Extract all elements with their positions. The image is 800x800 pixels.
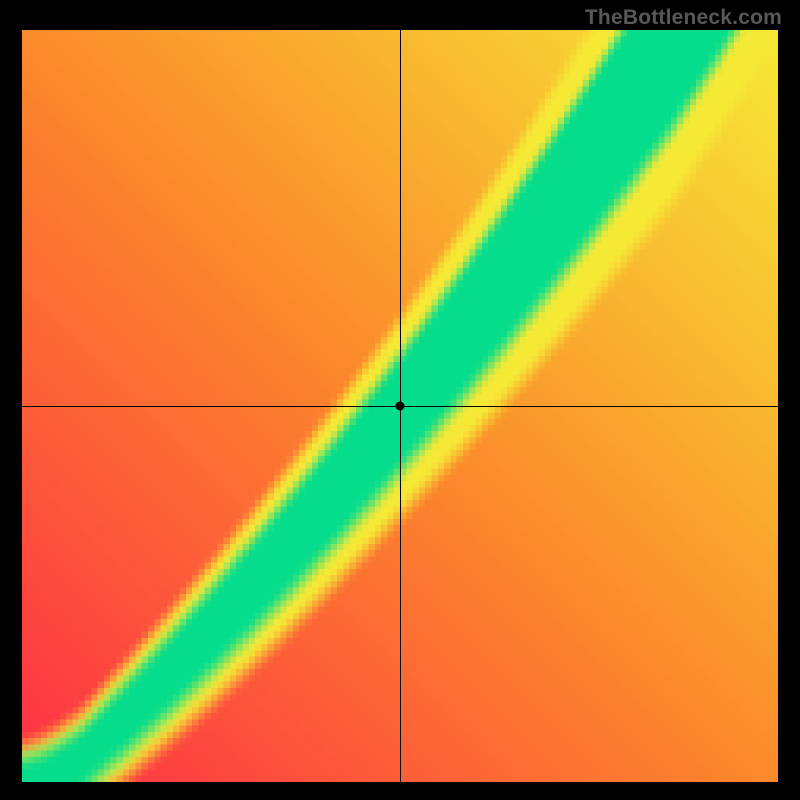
chart-frame: { "watermark": { "text": "TheBottleneck.…	[0, 0, 800, 800]
plot-area	[22, 30, 778, 782]
watermark-text: TheBottleneck.com	[585, 6, 782, 30]
crosshair-marker	[396, 402, 405, 411]
